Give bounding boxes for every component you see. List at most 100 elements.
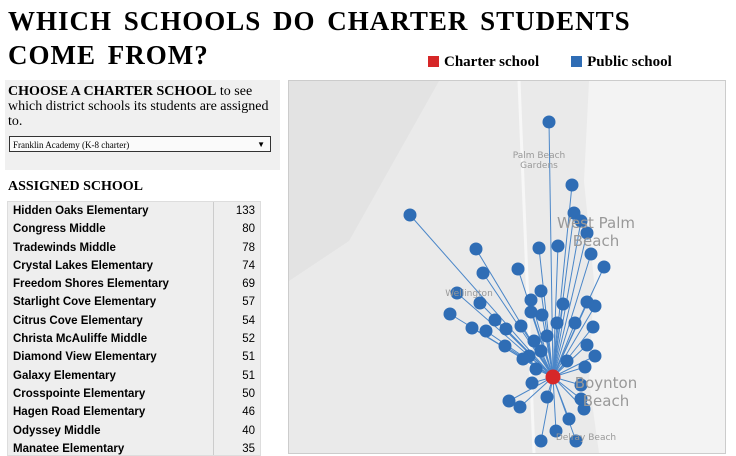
connection-line [552, 245, 559, 378]
public-school-marker[interactable] [588, 349, 602, 363]
map[interactable]: Palm Beach Gardens West Palm Beach Welli… [288, 80, 726, 454]
table-row[interactable]: Manatee Elementary 35 [8, 439, 260, 455]
public-school-marker[interactable] [465, 321, 479, 335]
table-row[interactable]: Freedom Shores Elementary 69 [8, 275, 260, 294]
public-school-marker[interactable] [578, 360, 592, 374]
table-row[interactable]: Odyssey Middle 40 [8, 421, 260, 440]
public-school-marker[interactable] [498, 339, 512, 353]
public-school-marker[interactable] [550, 316, 564, 330]
public-school-marker[interactable] [479, 324, 493, 338]
public-school-marker[interactable] [540, 329, 554, 343]
legend-charter: Charter school [428, 54, 539, 71]
public-school-marker[interactable] [580, 226, 594, 240]
connection-line [552, 253, 592, 378]
public-school-marker[interactable] [534, 344, 548, 358]
student-count: 51 [242, 369, 255, 382]
connection-line [552, 303, 564, 378]
school-name: Christa McAuliffe Middle [8, 330, 214, 349]
public-school-marker[interactable] [525, 376, 539, 390]
table-row[interactable]: Diamond View Elementary 51 [8, 348, 260, 367]
public-school-marker[interactable] [597, 260, 611, 274]
public-school-marker[interactable] [473, 296, 487, 310]
place-label: Boynton Beach [574, 374, 638, 410]
school-name: Crosspointe Elementary [8, 384, 214, 404]
public-school-marker[interactable] [524, 305, 538, 319]
public-school-marker[interactable] [499, 322, 513, 336]
public-school-marker[interactable] [535, 308, 549, 322]
student-count: 35 [242, 442, 255, 455]
public-school-marker[interactable] [534, 434, 548, 448]
table-row[interactable]: Citrus Cove Elementary 54 [8, 311, 260, 331]
dropdown-arrow-icon: ▼ [257, 140, 265, 149]
table-row[interactable]: Christa McAuliffe Middle 52 [8, 330, 260, 349]
public-school-marker[interactable] [532, 241, 546, 255]
public-school-marker[interactable] [534, 284, 548, 298]
public-school-marker[interactable] [565, 178, 579, 192]
chooser-panel: CHOOSE A CHARTER SCHOOL to see which dis… [5, 80, 280, 170]
public-school-marker[interactable] [450, 286, 464, 300]
school-name: Manatee Elementary [8, 439, 214, 455]
connection-line [552, 355, 596, 378]
public-school-marker[interactable] [574, 214, 588, 228]
table-row[interactable]: Galaxy Elementary 51 [8, 366, 260, 385]
table-row[interactable]: Hagen Road Elementary 46 [8, 403, 260, 422]
public-school-marker[interactable] [514, 319, 528, 333]
public-school-marker[interactable] [549, 424, 563, 438]
red-square-icon [428, 56, 439, 67]
public-school-marker[interactable] [469, 242, 483, 256]
public-school-marker[interactable] [488, 313, 502, 327]
public-school-marker[interactable] [542, 115, 556, 129]
charter-school-select[interactable]: Franklin Academy (K-8 charter) ▼ [9, 136, 271, 152]
public-school-marker[interactable] [569, 434, 583, 448]
public-school-marker[interactable] [577, 402, 591, 416]
public-school-marker[interactable] [556, 297, 570, 311]
public-school-marker[interactable] [476, 266, 490, 280]
table-row[interactable]: Hidden Oaks Elementary 133 [8, 202, 260, 221]
public-school-marker[interactable] [516, 352, 530, 366]
assigned-schools-table[interactable]: Hidden Oaks Elementary 133 Congress Middle… [7, 201, 261, 456]
public-school-marker[interactable] [527, 334, 541, 348]
table-row[interactable]: Crystal Lakes Elementary 74 [8, 256, 260, 276]
table-row[interactable]: Congress Middle 80 [8, 220, 260, 239]
public-school-marker[interactable] [511, 262, 525, 276]
blue-square-icon [571, 56, 583, 67]
legend: Charter school Public school [428, 54, 672, 71]
legend-public: Public school [571, 54, 672, 71]
table-heading: ASSIGNED SCHOOL [8, 179, 143, 194]
public-school-marker[interactable] [562, 412, 576, 426]
student-count: 50 [242, 387, 255, 400]
public-school-marker[interactable] [574, 378, 588, 392]
public-school-marker[interactable] [403, 208, 417, 222]
public-school-marker[interactable] [568, 316, 582, 330]
public-school-marker[interactable] [524, 293, 538, 307]
student-count: 51 [242, 351, 255, 364]
student-count: 80 [242, 223, 255, 236]
student-count: 78 [242, 241, 255, 254]
place-label: Delray Beach [555, 433, 617, 443]
table-row[interactable]: Crosspointe Elementary 50 [8, 384, 260, 404]
public-school-marker[interactable] [584, 247, 598, 261]
public-school-marker[interactable] [586, 320, 600, 334]
school-name: Diamond View Elementary [8, 348, 214, 367]
public-school-marker[interactable] [580, 338, 594, 352]
table-row[interactable]: Tradewinds Middle 78 [8, 238, 260, 257]
public-school-marker[interactable] [513, 400, 527, 414]
public-school-marker[interactable] [560, 354, 574, 368]
public-school-marker[interactable] [502, 394, 516, 408]
place-label: Palm Beach Gardens [512, 151, 566, 171]
public-school-marker[interactable] [529, 362, 543, 376]
public-school-marker[interactable] [574, 392, 588, 406]
connection-line [552, 376, 557, 432]
public-school-marker[interactable] [551, 239, 565, 253]
place-label: Wellington [445, 289, 493, 299]
connection-line [552, 232, 588, 378]
student-count: 133 [235, 205, 255, 217]
public-school-marker[interactable] [580, 295, 594, 309]
student-count: 52 [242, 333, 255, 346]
table-row[interactable]: Starlight Cove Elementary 57 [8, 293, 260, 312]
connection-line [552, 305, 596, 378]
public-school-marker[interactable] [443, 307, 457, 321]
student-count: 46 [242, 406, 255, 419]
public-school-marker[interactable] [540, 390, 554, 404]
charter-school-marker[interactable] [545, 369, 561, 385]
